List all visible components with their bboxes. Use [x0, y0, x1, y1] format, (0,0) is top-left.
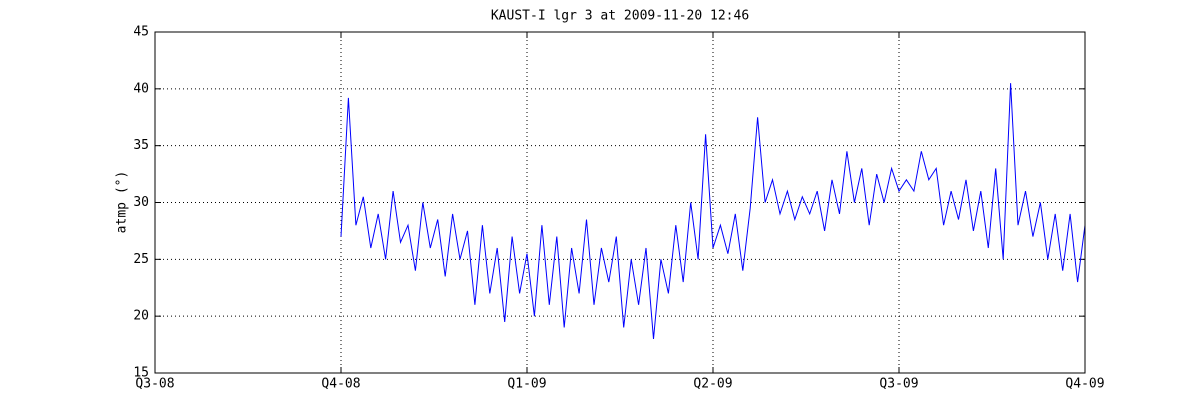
- axes-box: [154, 31, 1086, 374]
- x-tick-label: Q2-09: [693, 377, 732, 392]
- y-axis-label: atmp (°): [115, 171, 130, 234]
- x-tick-label: Q4-09: [1065, 377, 1104, 392]
- y-tick-label: 35: [133, 138, 149, 153]
- data-line: [340, 83, 1086, 339]
- y-tick-label: 45: [133, 25, 149, 40]
- y-tick-label: 20: [133, 309, 149, 324]
- x-tick-label: Q1-09: [507, 377, 546, 392]
- y-tick-label: 30: [133, 195, 149, 210]
- y-tick-label: 40: [133, 81, 149, 96]
- y-tick-label: 25: [133, 252, 149, 267]
- x-tick-label: Q3-08: [135, 377, 174, 392]
- chart-title: KAUST-I lgr 3 at 2009-11-20 12:46: [491, 9, 749, 24]
- x-tick-label: Q3-09: [879, 377, 918, 392]
- x-tick-label: Q4-08: [321, 377, 360, 392]
- y-tick-label: 15: [133, 366, 149, 381]
